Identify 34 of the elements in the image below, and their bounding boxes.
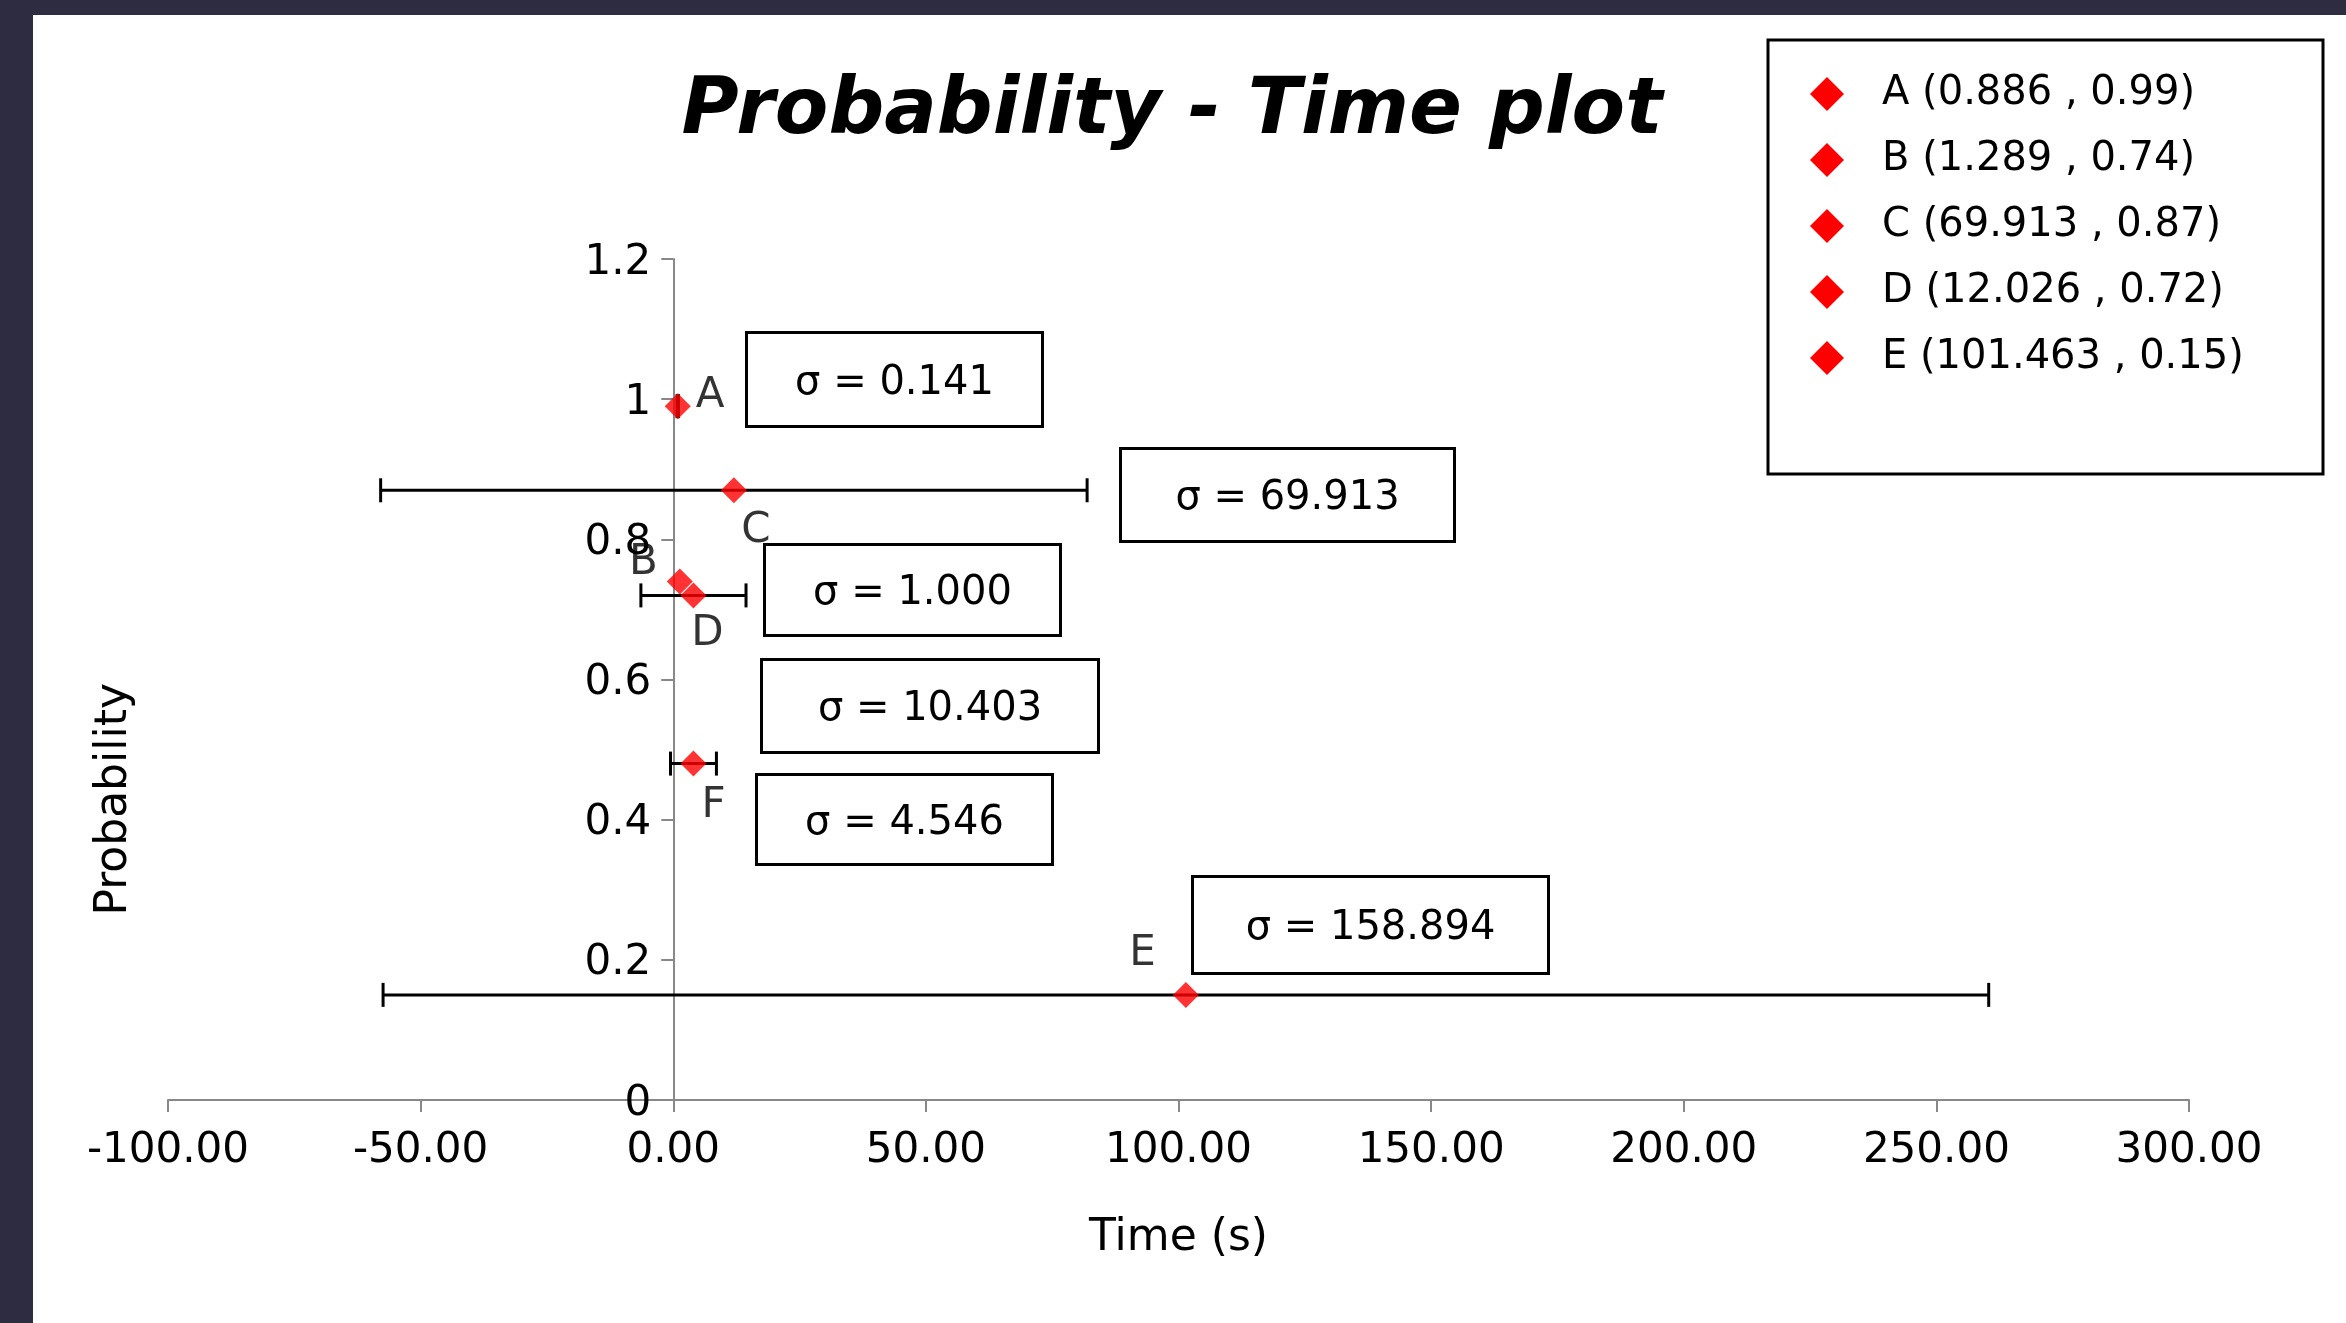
y-tick-label: 1 [624, 374, 652, 424]
y-tick-label: 0.2 [584, 935, 652, 985]
y-tick-label: 0 [624, 1075, 652, 1125]
x-tick-label: 150.00 [1357, 1122, 1505, 1172]
x-tick-label: -100.00 [86, 1122, 250, 1172]
text: C (69.913 , 0.87) [1882, 199, 2222, 245]
series-label: F [701, 778, 726, 828]
y-tick-label: 1.2 [584, 234, 652, 284]
chart-title: Probability - Time plot [681, 61, 1666, 151]
annotation: σ = 0.141 [795, 356, 994, 403]
x-tick-label: 100.00 [1105, 1122, 1252, 1172]
annotation: E (101.463 , 0.15) [1882, 331, 2244, 377]
x-tick-label: 250.00 [1862, 1122, 2010, 1172]
annotation: σ = 69.913 [1175, 472, 1400, 518]
x-axis-title: Time (s) [1088, 1208, 1268, 1260]
text: B (1.289 , 0.74) [1882, 133, 2196, 179]
annotation: σ = 10.403 [817, 683, 1043, 729]
x-tick-label: 50.00 [865, 1122, 986, 1172]
annotation: D (12.026 , 0.72) [1882, 265, 2224, 311]
y-tick-label: 0.6 [584, 655, 652, 704]
series-label: C [741, 502, 771, 552]
annotation: σ = 4.546 [805, 796, 1004, 843]
x-tick-label: -50.00 [352, 1122, 489, 1172]
y-tick-label: 0.4 [584, 795, 652, 845]
annotation: σ = 1.000 [813, 567, 1012, 613]
series-label: E [1129, 926, 1156, 976]
series-label: D [691, 605, 724, 655]
x-tick-label: 0.00 [626, 1122, 721, 1172]
x-tick-label: 200.00 [1610, 1122, 1758, 1172]
series-label: A [695, 367, 725, 417]
annotation: σ = 158.894 [1245, 902, 1496, 948]
y-axis-title: Probability [84, 683, 136, 916]
x-tick-label: 300.00 [2115, 1122, 2263, 1172]
text: A (0.886 , 0.99) [1882, 67, 2196, 113]
